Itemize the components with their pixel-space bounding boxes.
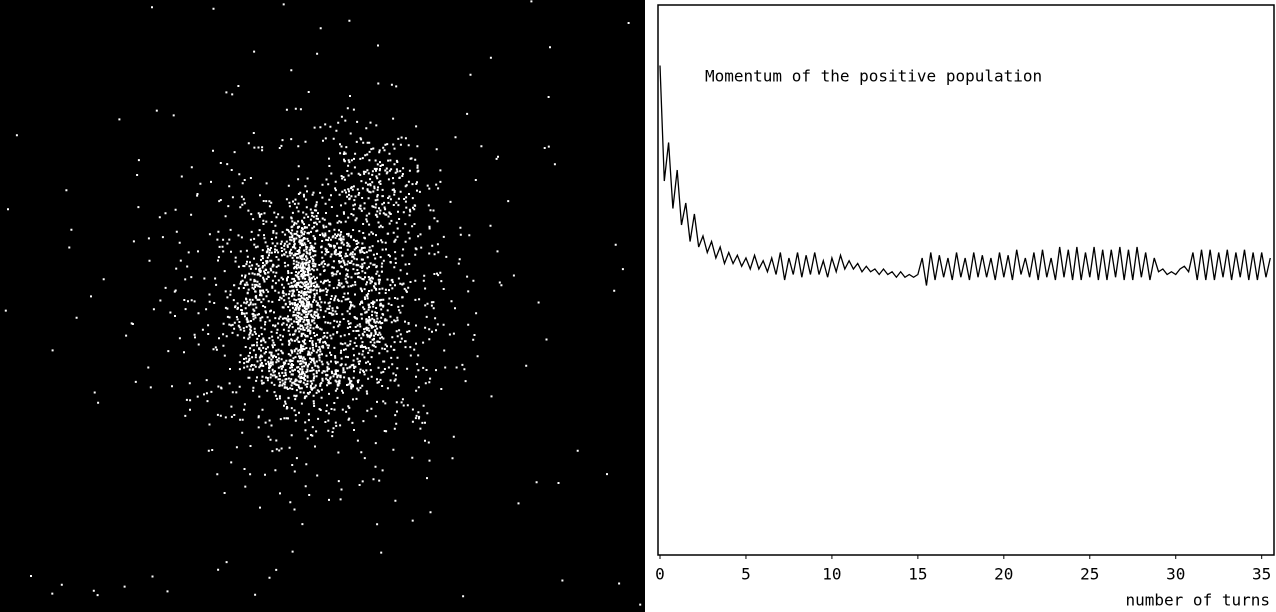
plot-frame: [657, 4, 1275, 556]
particle-panel: [0, 0, 645, 612]
x-axis-label: number of turns: [1126, 591, 1271, 610]
x-tick-label: 5: [741, 565, 751, 584]
x-tick-label: 0: [655, 565, 665, 584]
x-tick-label: 25: [1080, 565, 1099, 584]
x-tick-label: 20: [994, 565, 1013, 584]
x-tick-label: 15: [908, 565, 927, 584]
x-tick-label: 35: [1252, 565, 1271, 584]
x-tick-label: 10: [822, 565, 841, 584]
annotation: Momentum of the positive population: [705, 67, 1042, 86]
momentum-line: [659, 65, 1271, 286]
x-tick-label: 30: [1166, 565, 1185, 584]
